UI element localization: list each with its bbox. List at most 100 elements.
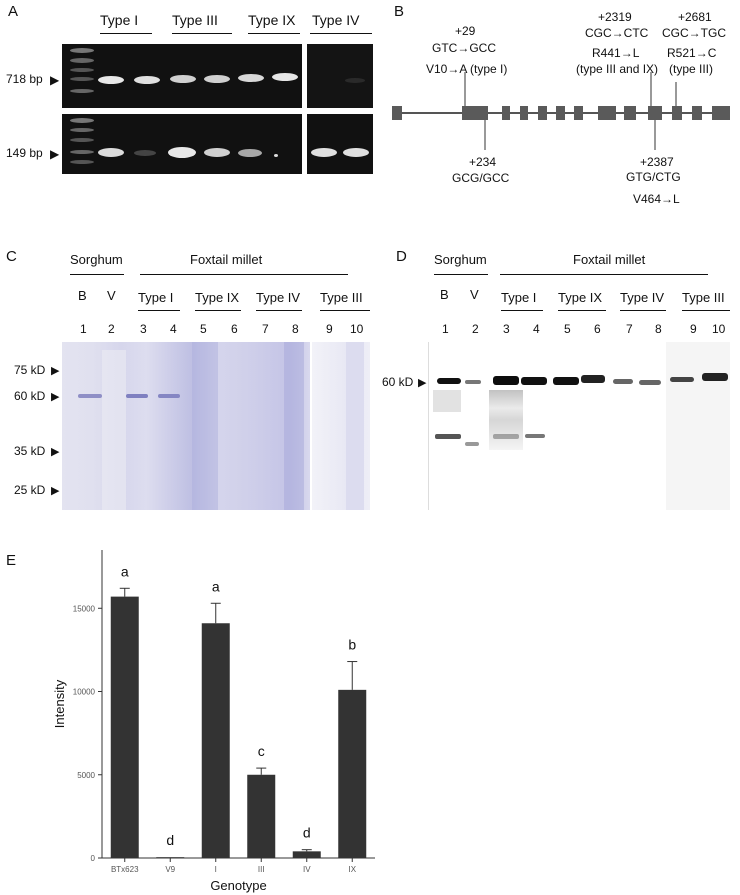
lane-number: 8: [292, 322, 299, 336]
lane-number: 6: [231, 322, 238, 336]
lane-number: 4: [533, 322, 540, 336]
sorghum-label: Sorghum: [434, 252, 487, 267]
gel-149-type-iv: [307, 114, 373, 174]
lane-number: 7: [262, 322, 269, 336]
group-label-type-i: Type I: [100, 12, 139, 28]
type-label: Type IV: [256, 290, 301, 305]
group-label-type-iii: Type III: [172, 12, 218, 28]
sub-label-v: V: [470, 287, 479, 302]
type-label: Type III: [320, 290, 363, 305]
bar: [201, 623, 230, 858]
mutation-pos-234: +234: [469, 155, 497, 169]
mutation-aa-2387: V464→L: [633, 192, 680, 206]
group-underline: [172, 33, 232, 34]
size-label-149: 149 bp: [6, 146, 43, 160]
type-label: Type IX: [195, 290, 240, 305]
x-axis-title: Genotype: [210, 878, 266, 893]
bar: [338, 689, 367, 858]
type-underline: [256, 310, 302, 311]
gel-718-type-iv: [307, 44, 373, 108]
type-underline: [138, 310, 180, 311]
lane-number: 2: [472, 322, 479, 336]
arrow-icon: ▶: [51, 391, 60, 403]
significance-letter: a: [212, 578, 220, 594]
group-underline: [100, 33, 152, 34]
marker-75kd: 75 kD: [14, 363, 46, 377]
significance-letter: d: [166, 832, 174, 848]
type-label: Type I: [138, 290, 174, 305]
lane-number: 1: [80, 322, 87, 336]
y-tick-label: 10000: [73, 688, 96, 697]
lane-number: 6: [594, 322, 601, 336]
size-label-718: 718 bp: [6, 72, 43, 86]
mutation-codon-2387: GTG/CTG: [626, 170, 681, 184]
mutation-codon-2681: CGC→TGC: [662, 26, 726, 40]
type-label: Type III: [682, 290, 725, 305]
lane-number: 9: [690, 322, 697, 336]
group-label-type-iv: Type IV: [312, 12, 360, 28]
lane-number: 10: [712, 322, 726, 336]
arrow-icon: ▶: [51, 485, 60, 497]
sds-page-gel-main: [62, 342, 310, 510]
mutation-pos-29: +29: [455, 24, 476, 38]
lane-number: 3: [503, 322, 510, 336]
type-underline: [620, 310, 666, 311]
marker-35kd: 35 kD: [14, 444, 46, 458]
x-tick-label: III: [258, 865, 265, 874]
panel-b-label: B: [394, 3, 405, 20]
mutation-pos-2681: +2681: [678, 10, 712, 24]
foxtail-label: Foxtail millet: [573, 252, 646, 267]
significance-letter: d: [303, 825, 311, 841]
lane-number: 3: [140, 322, 147, 336]
arrow-icon: ▶: [51, 446, 60, 458]
bar: [110, 596, 139, 858]
marker-60kd: 60 kD: [382, 375, 414, 389]
group-underline: [310, 33, 372, 34]
type-underline: [501, 310, 543, 311]
lane-number: 10: [350, 322, 364, 336]
significance-letter: a: [121, 563, 129, 579]
arrow-icon: ▶: [50, 147, 60, 161]
sub-label-b: B: [440, 287, 449, 302]
x-tick-label: I: [215, 865, 217, 874]
bar: [247, 774, 276, 858]
lane-number: 5: [564, 322, 571, 336]
lane-number: 1: [442, 322, 449, 336]
lane-number: 2: [108, 322, 115, 336]
mutation-aa-2319: R441→L: [592, 46, 640, 60]
sorghum-label: Sorghum: [70, 252, 123, 267]
y-axis-title: Intensity: [52, 679, 67, 728]
mutation-codon-29: GTC→GCC: [432, 41, 496, 55]
type-underline: [195, 310, 241, 311]
mutation-aa-29: V10→A (type I): [426, 62, 508, 76]
arrow-icon: ▶: [51, 365, 60, 377]
arrow-icon: ▶: [418, 377, 427, 389]
mutation-note-2319: (type III and IX): [576, 62, 659, 76]
sds-page-gel-type-iii: [312, 342, 370, 510]
bar: [292, 851, 321, 858]
panel-e-label: E: [6, 552, 17, 569]
gene-structure-diagram: [392, 72, 730, 150]
intensity-bar-chart: 0 5000 10000 15000 a BTx623 d V9 a Ic III d IV b IX Gen…: [52, 550, 375, 893]
gel-718-main: [62, 44, 302, 108]
lane-number: 4: [170, 322, 177, 336]
mutation-pos-2319: +2319: [598, 10, 632, 24]
mutation-codon-2319: CGC→CTC: [585, 26, 649, 40]
type-underline: [320, 310, 370, 311]
mutation-pos-2387: +2387: [640, 155, 674, 169]
x-tick-label: IX: [348, 865, 356, 874]
y-tick-label: 0: [91, 854, 96, 863]
sub-label-v: V: [107, 288, 116, 303]
sorghum-underline: [70, 274, 124, 275]
lane-number: 9: [326, 322, 333, 336]
panel-d-label: D: [396, 248, 407, 265]
x-tick-label: V9: [165, 865, 175, 874]
western-blot-main: [428, 342, 665, 510]
sorghum-underline: [434, 274, 488, 275]
group-label-type-ix: Type IX: [248, 12, 296, 28]
mutation-codon-234: GCG/GCC: [452, 171, 510, 185]
gel-149-main: [62, 114, 302, 174]
significance-letter: c: [258, 743, 265, 759]
type-label: Type IV: [620, 290, 665, 305]
significance-letter: b: [348, 637, 356, 653]
